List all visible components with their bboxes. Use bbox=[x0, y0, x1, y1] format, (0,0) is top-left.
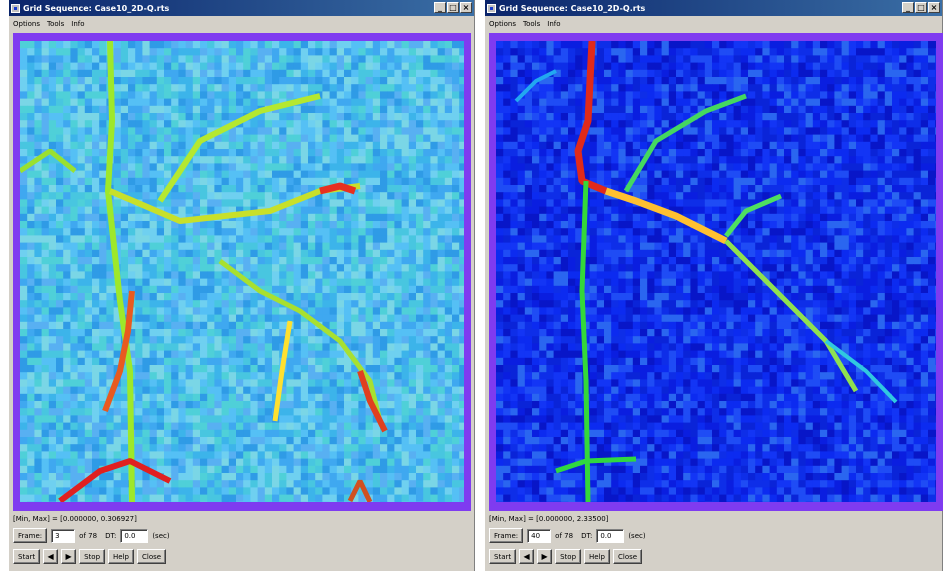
help-button[interactable]: Help bbox=[584, 549, 610, 564]
title-bar[interactable]: Grid Sequence: Case10_2D-Q.rts _ □ × bbox=[9, 0, 474, 16]
app-icon bbox=[11, 3, 20, 13]
frame-button[interactable]: Frame: bbox=[13, 528, 48, 543]
frame-controls: Frame: 3 of 78 DT: 0.0 (sec) bbox=[13, 528, 170, 543]
frame-count: of 78 bbox=[79, 531, 98, 540]
close-button[interactable]: Close bbox=[137, 549, 167, 564]
grid-image bbox=[20, 41, 464, 502]
stop-button[interactable]: Stop bbox=[79, 549, 106, 564]
next-frame-button[interactable]: ▶ bbox=[61, 549, 77, 564]
frame-controls: Frame: 40 of 78 DT: 0.0 (sec) bbox=[489, 528, 646, 543]
dt-input[interactable]: 0.0 bbox=[596, 528, 625, 543]
menu-tools[interactable]: Tools bbox=[47, 19, 65, 28]
dt-unit: (sec) bbox=[152, 531, 170, 540]
close-window-button[interactable]: × bbox=[928, 2, 940, 13]
min-max-readout: [Min, Max] = [0.000000, 0.306927] bbox=[13, 515, 137, 523]
grid-sequence-window-left: Grid Sequence: Case10_2D-Q.rts _ □ × Opt… bbox=[8, 0, 475, 571]
grid-image-frame bbox=[13, 33, 471, 511]
frame-input[interactable]: 40 bbox=[527, 528, 552, 543]
menu-bar: Options Tools Info bbox=[485, 16, 942, 31]
frame-button[interactable]: Frame: bbox=[489, 528, 524, 543]
playback-controls: Start ◀ ▶ Stop Help Close bbox=[489, 549, 643, 564]
dt-label: DT: bbox=[581, 531, 593, 540]
start-button[interactable]: Start bbox=[489, 549, 517, 564]
maximize-button[interactable]: □ bbox=[915, 2, 927, 13]
grid-image-frame bbox=[489, 33, 943, 511]
frame-count: of 78 bbox=[555, 531, 574, 540]
app-icon bbox=[487, 3, 496, 13]
minimize-button[interactable]: _ bbox=[902, 2, 914, 13]
playback-controls: Start ◀ ▶ Stop Help Close bbox=[13, 549, 167, 564]
min-max-readout: [Min, Max] = [0.000000, 2.33500] bbox=[489, 515, 609, 523]
menu-tools[interactable]: Tools bbox=[523, 19, 541, 28]
window-title: Grid Sequence: Case10_2D-Q.rts bbox=[23, 3, 170, 13]
title-bar[interactable]: Grid Sequence: Case10_2D-Q.rts _ □ × bbox=[485, 0, 942, 16]
help-button[interactable]: Help bbox=[108, 549, 134, 564]
dt-unit: (sec) bbox=[628, 531, 646, 540]
menu-options[interactable]: Options bbox=[489, 19, 517, 28]
window-title: Grid Sequence: Case10_2D-Q.rts bbox=[499, 3, 646, 13]
maximize-button[interactable]: □ bbox=[447, 2, 459, 13]
close-window-button[interactable]: × bbox=[460, 2, 472, 13]
minimize-button[interactable]: _ bbox=[434, 2, 446, 13]
grid-sequence-window-right: Grid Sequence: Case10_2D-Q.rts _ □ × Opt… bbox=[484, 0, 943, 571]
start-button[interactable]: Start bbox=[13, 549, 41, 564]
close-button[interactable]: Close bbox=[613, 549, 643, 564]
dt-input[interactable]: 0.0 bbox=[120, 528, 149, 543]
prev-frame-button[interactable]: ◀ bbox=[519, 549, 535, 564]
frame-input[interactable]: 3 bbox=[51, 528, 76, 543]
grid-image bbox=[496, 41, 936, 502]
stop-button[interactable]: Stop bbox=[555, 549, 582, 564]
next-frame-button[interactable]: ▶ bbox=[537, 549, 553, 564]
menu-info[interactable]: Info bbox=[547, 19, 561, 28]
menu-bar: Options Tools Info bbox=[9, 16, 474, 31]
dt-label: DT: bbox=[105, 531, 117, 540]
menu-info[interactable]: Info bbox=[71, 19, 85, 28]
prev-frame-button[interactable]: ◀ bbox=[43, 549, 59, 564]
menu-options[interactable]: Options bbox=[13, 19, 41, 28]
